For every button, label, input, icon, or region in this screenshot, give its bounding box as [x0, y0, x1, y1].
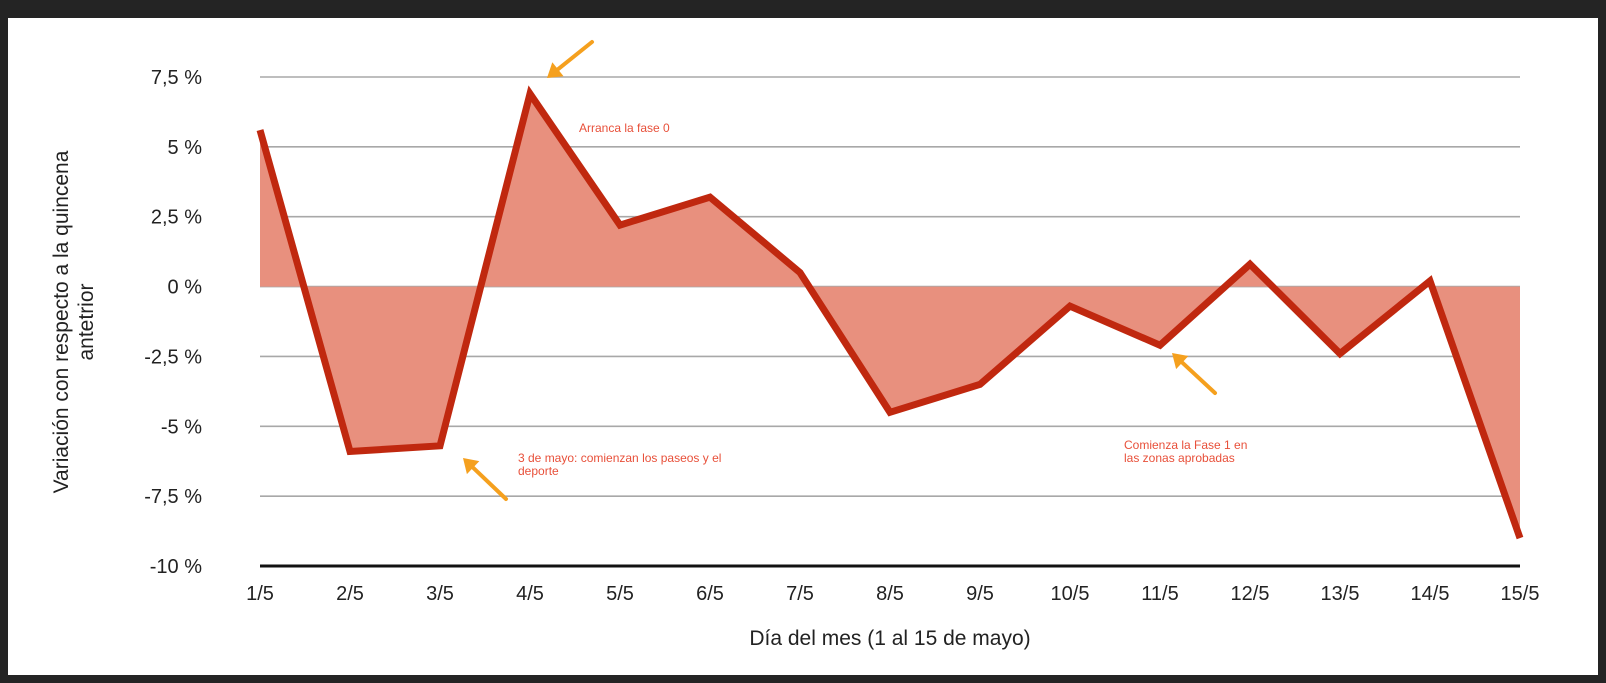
x-tick-label: 11/5	[1141, 583, 1178, 605]
y-tick-label: -2,5 %	[144, 346, 202, 368]
x-tick-label: 8/5	[876, 583, 904, 605]
arrow-down-left-icon	[547, 40, 594, 78]
annotations-layer: Arranca la fase 0 3 de mayo: comienzan lo…	[463, 40, 1247, 501]
y-tick-label: -7,5 %	[144, 486, 202, 508]
annotation-text: deporte	[518, 464, 559, 478]
annotation-text: 3 de mayo: comienzan los paseos y el	[518, 451, 721, 465]
annotation-text: Arranca la fase 0	[579, 121, 670, 135]
area-segment	[1225, 264, 1273, 287]
chart-frame: 7,5 % 5 % 2,5 % 0 % -2,5 % -5 % -7,5 % -10 % 1/…	[8, 18, 1598, 675]
x-tick-label: 5/5	[606, 583, 634, 605]
x-tick-label: 12/5	[1231, 583, 1270, 605]
y-tick-label: 2,5 %	[151, 207, 202, 229]
y-tick-label: 5 %	[168, 137, 203, 159]
annotation-text: Comienza la Fase 1 en	[1124, 438, 1247, 452]
x-tick-label: 1/5	[246, 583, 274, 605]
y-tick-label: 0 %	[168, 277, 203, 299]
y-tick-label: -5 %	[161, 416, 202, 438]
x-tick-label: 2/5	[336, 583, 364, 605]
y-tick-label: -10 %	[150, 556, 202, 578]
x-tick-label: 3/5	[426, 583, 454, 605]
x-axis-label: Día del mes (1 al 15 de mayo)	[749, 627, 1030, 650]
annotation: 3 de mayo: comienzan los paseos y eldepo…	[463, 451, 721, 501]
x-tick-label: 7/5	[786, 583, 814, 605]
y-tick-label: 7,5 %	[151, 67, 202, 89]
x-tick-label: 13/5	[1321, 583, 1360, 605]
y-tick-labels: 7,5 % 5 % 2,5 % 0 % -2,5 % -5 % -7,5 % -10 %	[144, 67, 202, 578]
y-axis-label: Variación con respecto a la quincenaante…	[50, 150, 98, 493]
x-tick-label: 10/5	[1051, 583, 1090, 605]
x-tick-label: 6/5	[696, 583, 724, 605]
series-line-layer	[256, 85, 1524, 540]
x-tick-label: 15/5	[1501, 583, 1540, 605]
annotation-text: las zonas aprobadas	[1124, 451, 1235, 465]
x-tick-label: 14/5	[1411, 583, 1450, 605]
x-tick-label: 9/5	[966, 583, 994, 605]
area-segment	[303, 286, 481, 452]
x-tick-labels: 1/5 2/5 3/5 4/5 5/5 6/5 7/5 8/5 9/5 10/5 11/5 12/5 1…	[246, 583, 1539, 605]
arrow-up-left-icon	[463, 458, 508, 501]
area-segment	[1272, 286, 1424, 354]
area-fill-layer	[260, 93, 1520, 539]
annotation: Arranca la fase 0	[547, 40, 670, 135]
area-chart: 7,5 % 5 % 2,5 % 0 % -2,5 % -5 % -7,5 % -10 % 1/…	[50, 40, 1539, 650]
arrow-up-left-icon	[1172, 353, 1217, 395]
x-tick-label: 4/5	[516, 583, 544, 605]
